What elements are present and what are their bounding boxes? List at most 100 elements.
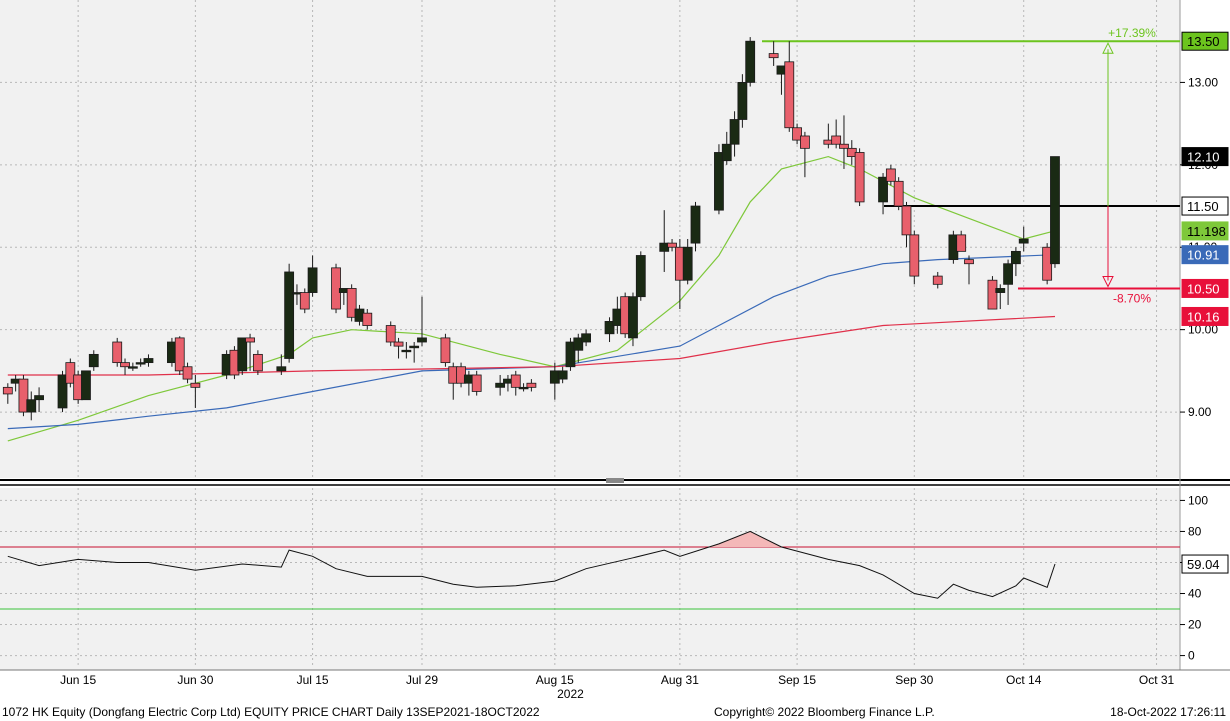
moving-average-line <box>7 315 1056 376</box>
rsi-tick-label: 20 <box>1188 618 1202 632</box>
price-tag-label: 10.91 <box>1187 248 1220 263</box>
candle-body <box>714 152 724 211</box>
price-tag-box <box>1181 278 1229 298</box>
candle-body <box>362 312 373 326</box>
candle-body <box>784 61 795 129</box>
candle-body <box>964 259 974 265</box>
candle-body <box>878 176 888 203</box>
x-year-label: 2022 <box>557 687 584 701</box>
rsi-value-tag <box>1181 554 1229 574</box>
price-tag: 12.10 <box>1181 147 1229 167</box>
chart-svg: 9.0010.0011.0012.0013.00020406080100Jun … <box>0 0 1230 701</box>
price-tick-label: 9.00 <box>1188 405 1212 419</box>
x-tick-label: Oct 31 <box>1139 673 1175 687</box>
candle-body <box>440 337 451 364</box>
candle-body <box>792 127 802 141</box>
price-tag: 13.50 <box>1181 31 1229 51</box>
candle-body <box>401 349 412 353</box>
rsi-line <box>7 530 1056 599</box>
candle-body <box>2 386 13 395</box>
price-tag-box <box>1181 31 1229 51</box>
x-tick-label: Sep 15 <box>778 673 816 687</box>
rsi-tick-label: 100 <box>1188 493 1208 507</box>
price-tag-box <box>1181 147 1229 167</box>
candle-body <box>471 374 482 392</box>
candle-body <box>901 205 912 236</box>
candle-body <box>831 135 842 145</box>
candle-body <box>1018 238 1029 244</box>
candle-body <box>299 292 310 310</box>
price-tag-label: 13.50 <box>1187 34 1220 49</box>
price-tag: 10.91 <box>1181 245 1229 265</box>
price-tag-label: 10.16 <box>1187 309 1220 324</box>
x-tick-label: Oct 14 <box>1006 673 1042 687</box>
candle-body <box>284 271 295 359</box>
candle-body <box>581 333 591 343</box>
rsi-overbought-fill <box>709 531 782 547</box>
candle-body <box>893 180 904 207</box>
x-tick-label: Sep 30 <box>895 673 933 687</box>
candle-body <box>518 386 529 390</box>
candle-body <box>1003 263 1013 285</box>
price-tag: 11.50 <box>1181 196 1229 216</box>
candle-body <box>557 370 568 380</box>
candle-body <box>729 119 740 145</box>
price-tag: 10.16 <box>1181 306 1229 326</box>
x-tick-label: Aug 31 <box>661 673 699 687</box>
candle-body <box>721 143 732 162</box>
candle-body <box>18 378 29 413</box>
loss-arrow-head <box>1102 275 1114 288</box>
candle-body <box>604 321 615 335</box>
candle-body <box>409 345 420 349</box>
rsi-tick-label: 0 <box>1188 649 1195 663</box>
price-tick-label: 13.00 <box>1188 75 1218 89</box>
candle-body <box>245 337 255 343</box>
candle-body <box>995 288 1006 293</box>
candle-body <box>143 358 154 364</box>
candle-body <box>88 353 99 368</box>
candle-body <box>65 362 76 384</box>
x-tick-label: Jul 29 <box>406 673 438 687</box>
footer-timestamp: 18-Oct-2022 17:26:11 <box>1110 705 1226 719</box>
price-tag: 10.50 <box>1181 278 1229 298</box>
candle-body <box>800 135 810 149</box>
candle-body <box>682 246 693 281</box>
candle-body <box>34 395 44 401</box>
panel-resize-handle <box>606 478 624 483</box>
candle-body <box>417 337 427 343</box>
candle-body <box>565 341 576 368</box>
x-tick-label: Jul 15 <box>297 673 329 687</box>
candle-body <box>495 382 506 388</box>
rsi-tick-label: 80 <box>1188 524 1202 538</box>
x-tick-label: Jun 30 <box>177 673 213 687</box>
footer-bar: 1072 HK Equity (Dongfang Electric Corp L… <box>0 703 1230 721</box>
candle-body <box>26 399 37 413</box>
price-tag-label: 12.10 <box>1187 150 1220 165</box>
candle-body <box>81 370 91 401</box>
footer-copyright: Copyright© 2022 Bloomberg Finance L.P. <box>714 705 935 719</box>
candle-body <box>690 205 701 244</box>
price-panel-bg <box>0 0 1180 478</box>
candle-body <box>182 366 193 380</box>
candle-body <box>768 53 779 59</box>
candle-body <box>346 288 357 318</box>
candle-body <box>526 382 537 388</box>
candle-body <box>987 279 998 310</box>
footer-security-description: 1072 HK Equity (Dongfang Electric Corp L… <box>2 705 540 719</box>
candle-body <box>635 255 646 298</box>
x-tick-label: Aug 15 <box>536 673 574 687</box>
candle-body <box>190 382 201 388</box>
candle-body <box>385 325 396 343</box>
candle-body <box>854 152 865 203</box>
candle-body <box>510 374 521 388</box>
candle-body <box>307 267 318 293</box>
candle-body <box>667 242 677 248</box>
rsi-panel-bg <box>0 488 1180 670</box>
candle-body <box>127 366 138 369</box>
rsi-value-label: 59.04 <box>1187 557 1220 572</box>
moving-average-line <box>7 254 1056 430</box>
candle-body <box>573 337 584 351</box>
candle-body <box>237 337 248 372</box>
price-tick-label: 10.00 <box>1188 323 1218 337</box>
candle-body <box>276 366 287 372</box>
